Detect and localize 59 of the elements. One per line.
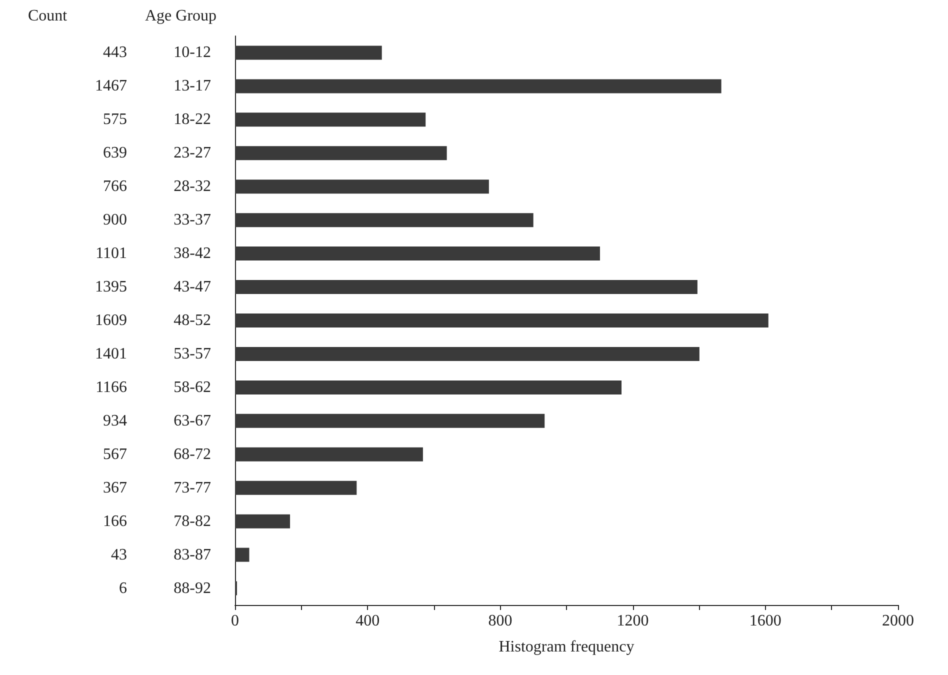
bar [235,480,357,495]
y-tick-label: 18-22 [174,111,211,128]
data-label: 1101 [96,245,127,262]
data-label: 1401 [95,345,127,362]
data-label: 43 [111,546,127,564]
data-label: 1609 [95,312,127,329]
data-label: 443 [103,44,127,62]
y-tick-label: 43-47 [174,278,211,296]
data-label: 6 [119,580,127,597]
x-tick-label: 400 [356,612,380,630]
bar [235,380,622,394]
data-label: 575 [103,111,127,128]
bar [235,514,290,528]
data-label: 1467 [95,78,127,95]
y-tick-label: 23-27 [174,144,211,162]
data-label: 567 [103,446,127,463]
data-label: 900 [103,212,127,229]
data-label: 1395 [95,278,127,296]
y-tick-label: 73-77 [174,479,211,496]
data-label: 1166 [96,378,127,396]
y-tick-label: 28-32 [174,178,211,196]
bar [235,146,447,160]
y-tick-label: 78-82 [174,512,211,530]
x-tick-label: 2000 [882,612,914,630]
y-tick-label: 13-17 [174,78,211,95]
bar [235,112,426,127]
bar [235,548,250,562]
text: Count [28,8,68,24]
y-tick-label: 38-42 [174,245,211,262]
data-label: 766 [103,178,127,196]
data-label: 367 [103,479,127,496]
x-tick-label: 0 [231,612,239,630]
y-tick-label: 33-37 [174,212,211,229]
y-tick-label: 83-87 [174,546,211,564]
data-label: 934 [103,412,127,430]
bar [235,280,698,294]
y-tick-label: 63-67 [174,412,211,430]
x-tick-label: 1600 [749,612,782,630]
x-axis-title: Histogram frequency [498,638,634,656]
y-tick-label: 53-57 [174,345,211,362]
y-tick-label: 68-72 [174,446,211,463]
bar [235,246,600,261]
data-label: 639 [103,144,127,162]
bar [235,414,545,428]
y-tick-label: 48-52 [174,312,211,329]
bar [235,180,489,194]
y-tick-label: 10-12 [174,44,211,62]
y-tick-label: 88-92 [174,580,211,597]
bar [235,213,534,228]
bar [235,79,722,94]
bar [235,346,700,361]
bar [235,46,382,60]
x-tick-label: 1200 [616,612,649,630]
bar [235,314,768,328]
bar [235,447,423,462]
y-axis-title: Age Group [145,8,217,24]
data-label: 166 [103,512,127,530]
x-tick-label: 800 [488,612,512,630]
y-tick-label: 58-62 [174,378,211,396]
